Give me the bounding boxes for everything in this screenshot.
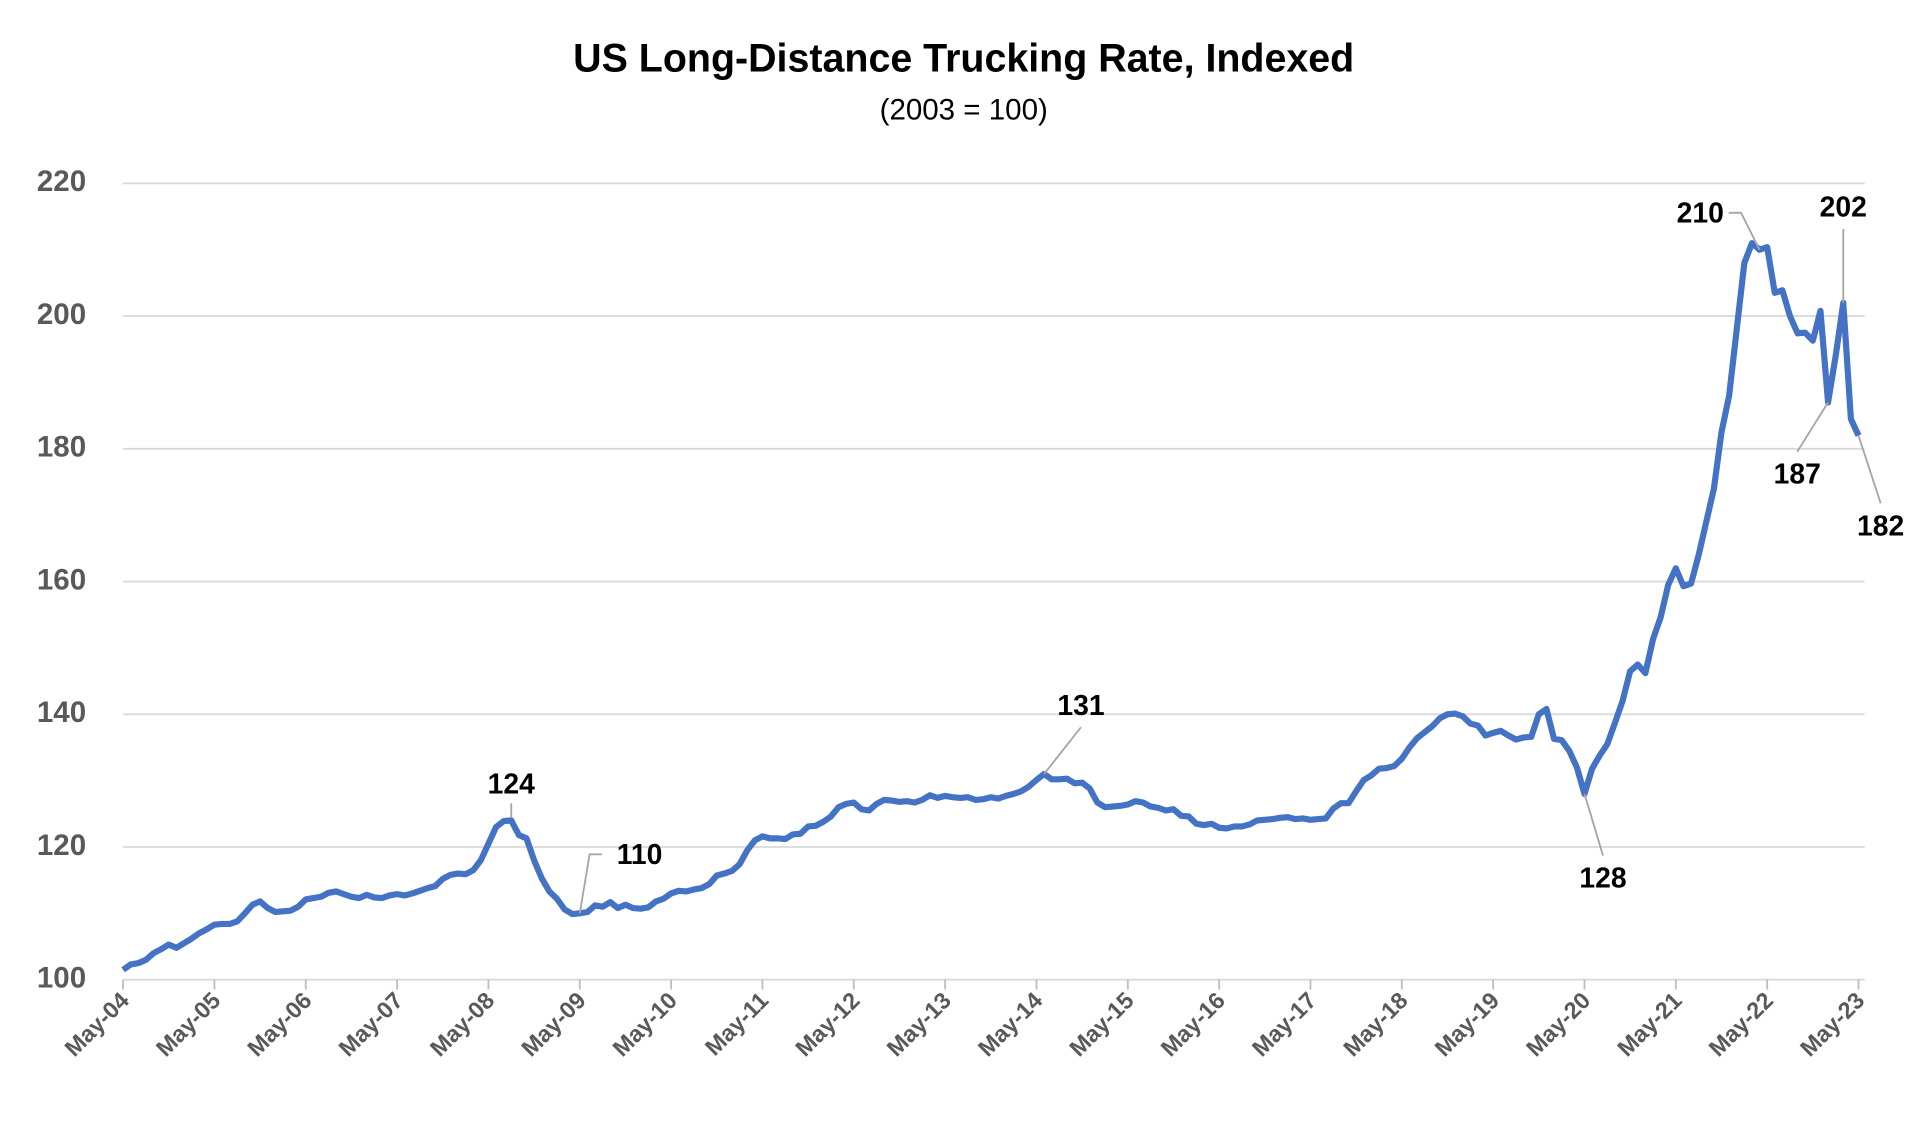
x-tick-label: May-17 (1247, 987, 1321, 1061)
x-tick-label: May-04 (60, 987, 134, 1061)
x-tick-label: May-08 (425, 987, 499, 1061)
x-tick-label: May-19 (1430, 987, 1504, 1061)
y-tick-label: 160 (37, 563, 86, 596)
leader-line (1796, 401, 1829, 453)
x-tick-label: May-06 (242, 987, 316, 1061)
x-tick-label: May-07 (334, 987, 408, 1061)
data-line (121, 240, 1862, 973)
x-tick-label: May-09 (516, 987, 590, 1061)
data-label: 202 (1820, 191, 1867, 223)
leader-line (1043, 726, 1082, 775)
data-label: 182 (1857, 509, 1904, 541)
leader-line (578, 853, 602, 914)
data-label: 110 (617, 838, 663, 870)
x-tick-label: May-12 (790, 987, 864, 1061)
x-tick-label: May-21 (1612, 987, 1686, 1061)
leader-line (1583, 793, 1604, 856)
data-label: 210 (1677, 197, 1724, 229)
x-tick-label: May-10 (608, 987, 682, 1061)
y-tick-label: 140 (37, 696, 86, 729)
leader-line (1857, 435, 1882, 504)
y-tick-label: 200 (37, 298, 86, 331)
chart-body: US Long-Distance Trucking Rate, Indexed … (37, 36, 1904, 1061)
x-tick-label: May-22 (1704, 987, 1778, 1061)
chart-subtitle: (2003 = 100) (880, 93, 1048, 126)
data-label: 131 (1057, 689, 1104, 721)
x-tick-label: May-18 (1338, 987, 1412, 1061)
data-label: 124 (488, 767, 535, 799)
x-tick-label: May-13 (882, 987, 956, 1061)
x-tick-label: May-20 (1521, 987, 1595, 1061)
x-tick-label: May-15 (1064, 987, 1138, 1061)
x-tick-label: May-05 (151, 987, 225, 1061)
data-label: 128 (1579, 861, 1626, 893)
y-tick-label: 180 (37, 431, 86, 464)
x-tick-label: May-16 (1156, 987, 1230, 1061)
y-tick-label: 120 (37, 829, 86, 862)
leader-line (1728, 211, 1761, 251)
y-tick-label: 100 (37, 962, 86, 995)
y-tick-label: 220 (37, 165, 86, 198)
x-tick-label: May-14 (973, 987, 1047, 1061)
data-label: 187 (1774, 458, 1821, 490)
x-tick-label: May-11 (700, 987, 774, 1061)
chart-title: US Long-Distance Trucking Rate, Indexed (573, 36, 1354, 80)
x-tick-label: May-23 (1795, 987, 1869, 1061)
